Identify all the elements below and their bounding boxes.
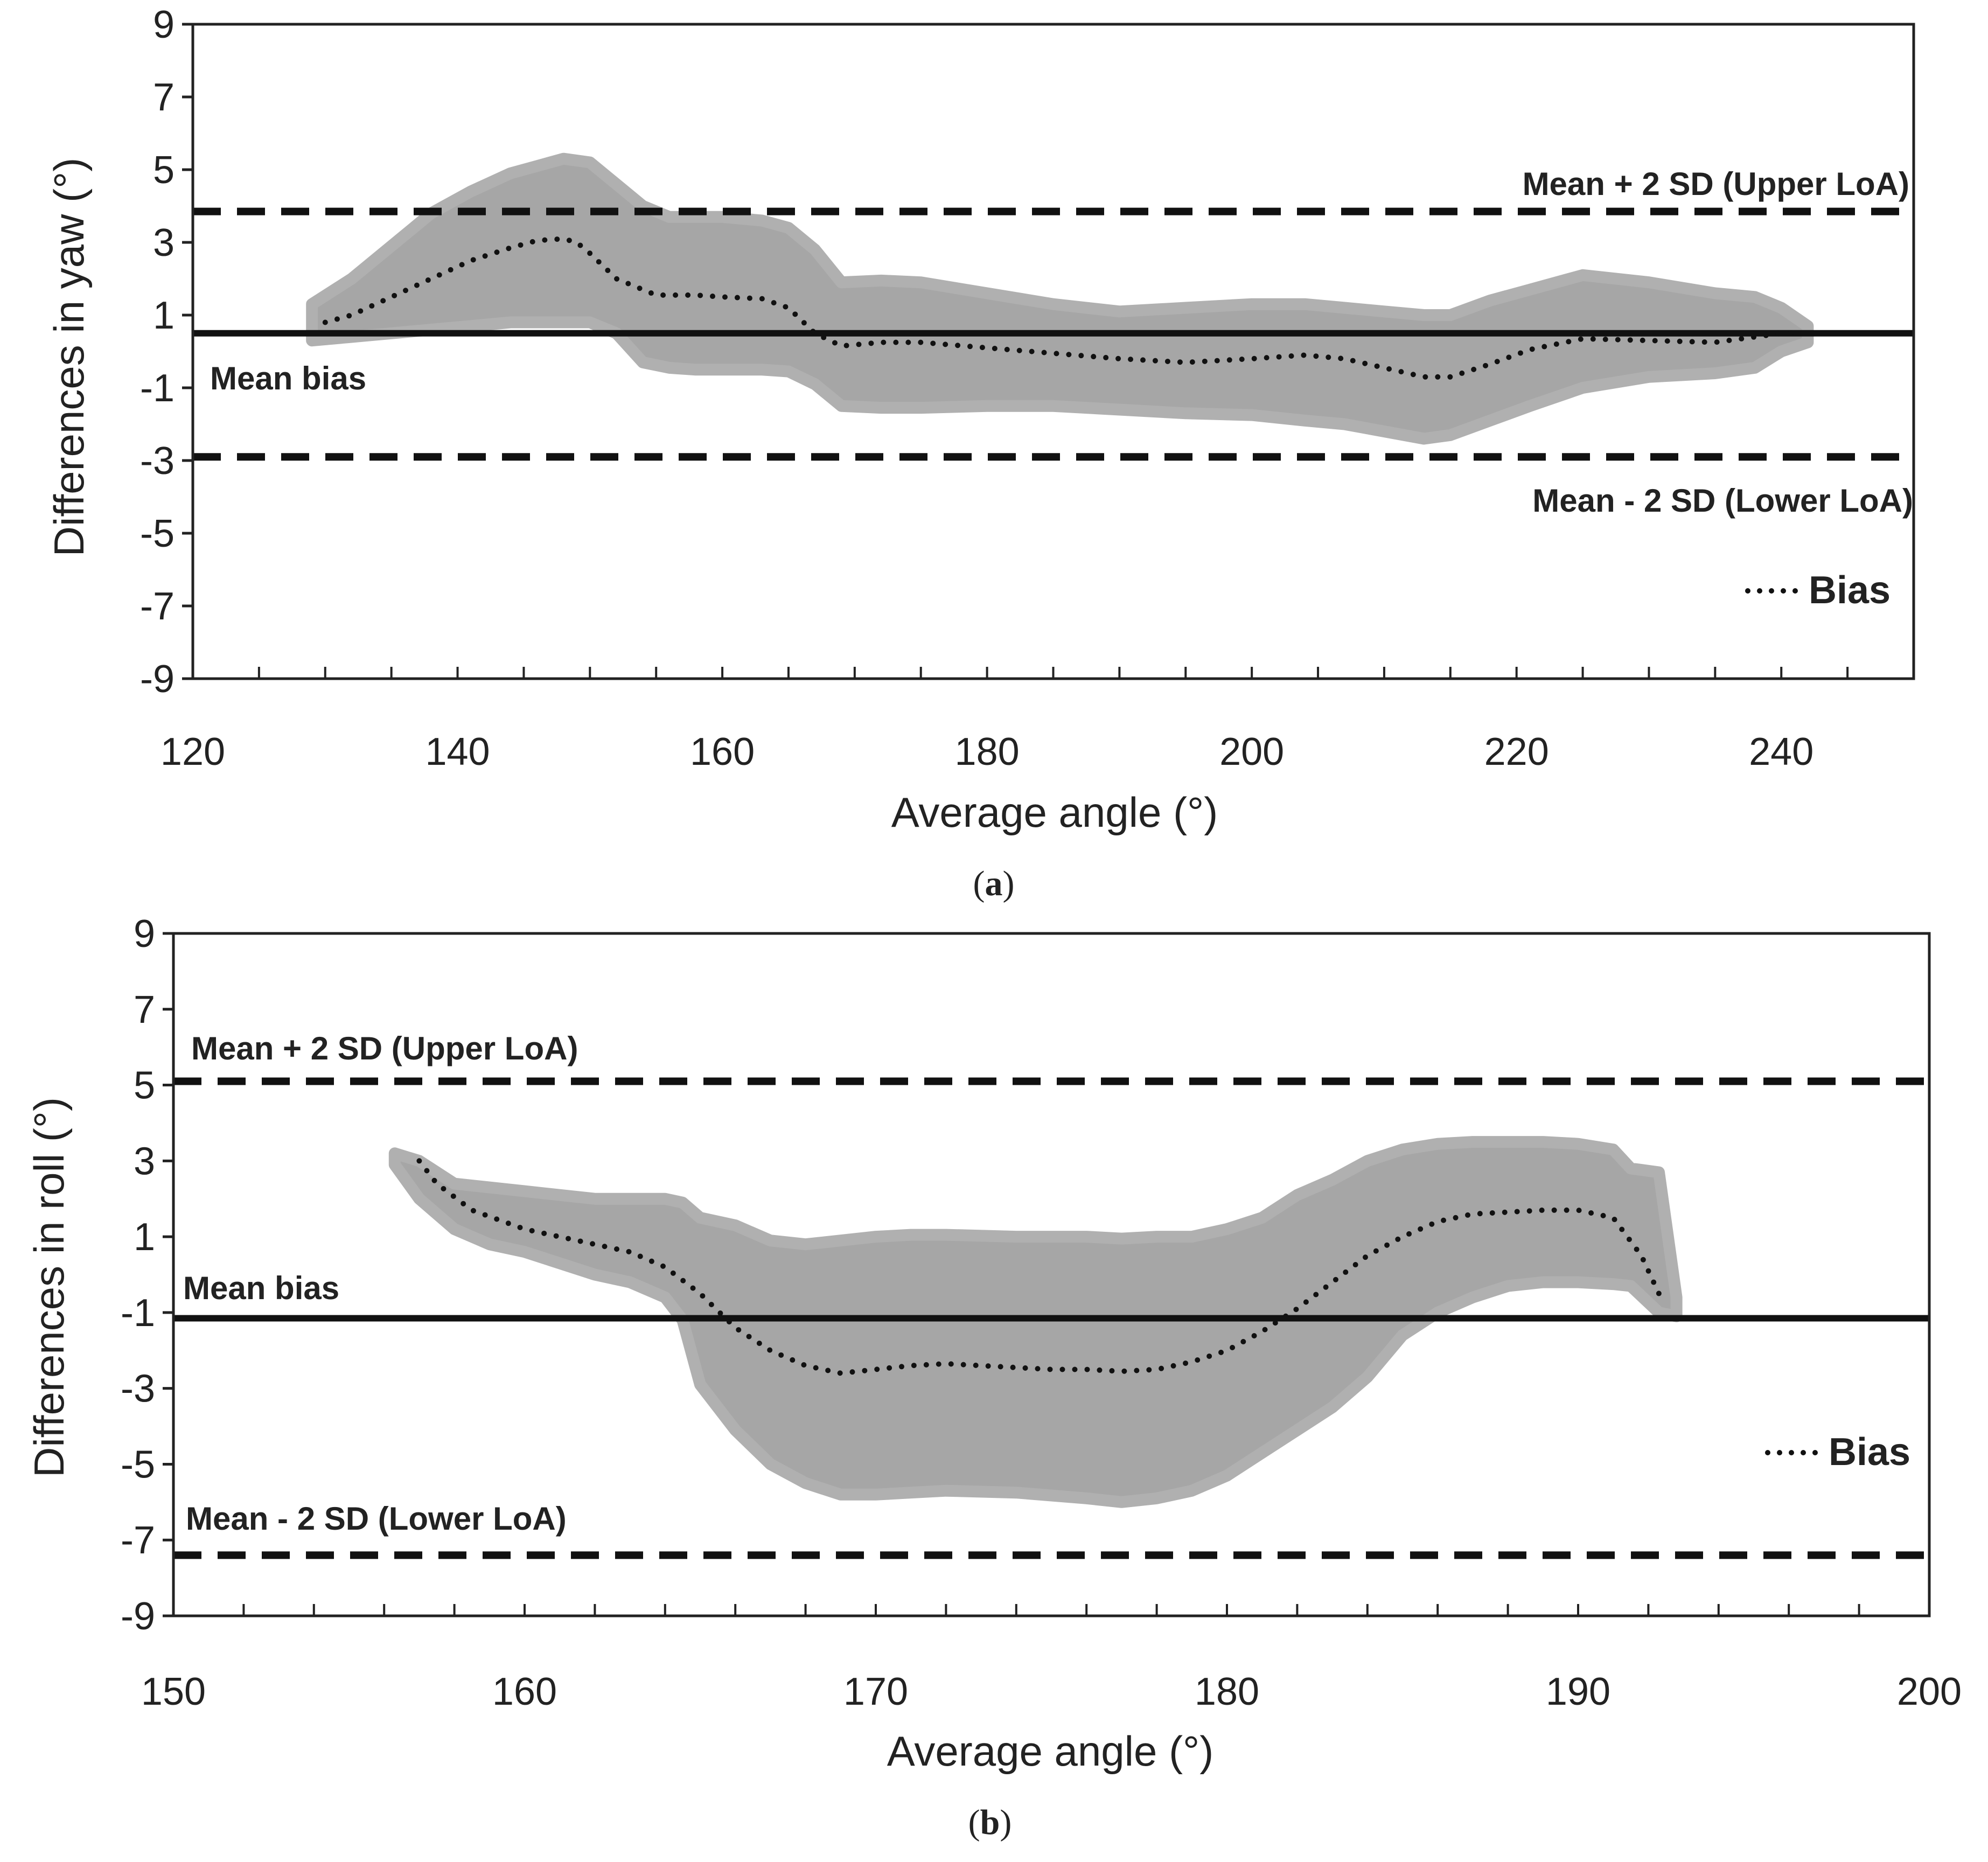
chart-panel-a: 9 7 5 3 1 -1 -3 -5 -7 -9 120 140 160 180 200 220 240 Mea… [45,3,1915,903]
x-tick-label: 240 [1749,730,1813,773]
plot-frame-b [172,932,1931,1617]
upper-loa-label-a: Mean + 2 SD (Upper LoA) [1523,166,1909,202]
y-tick-label: 3 [134,1140,155,1183]
panel-letter-b: b [980,1803,1000,1842]
y-axis-title-a: Differences in yaw (°) [45,158,93,557]
lower-loa-label-b: Mean - 2 SD (Lower LoA) [186,1501,567,1537]
y-tick-label: -1 [140,367,175,410]
y-tick-label: -7 [121,1519,155,1562]
legend-label-b: Bias [1829,1431,1910,1474]
y-tick-label: 1 [134,1216,155,1259]
mean-bias-label-a: Mean bias [210,360,366,396]
y-tick-label: -9 [121,1595,155,1638]
x-tick-label: 120 [161,730,225,773]
x-tick-label: 190 [1546,1670,1610,1713]
bias-line-b [416,1158,1662,1376]
y-tick-label: -9 [140,658,175,701]
band-a [306,152,1814,445]
upper-loa-label-b: Mean + 2 SD (Upper LoA) [191,1030,578,1066]
chart-panel-b: 9 7 5 3 1 -1 -3 -5 -7 -9 150 160 170 180 190 200 Mean +… [25,912,1962,1842]
ci-band-a [306,152,1814,445]
x-tick-label: 160 [492,1670,557,1713]
x-tick-label: 140 [425,730,490,773]
x-tick-label: 180 [1195,1670,1259,1713]
y-tick-label: -3 [140,440,175,483]
mean-bias-label-b: Mean bias [183,1270,339,1306]
y-tick-label: 3 [153,221,175,264]
band-b [388,1136,1683,1508]
legend-label-a: Bias [1809,569,1891,612]
panel-letter-a: a [985,864,1003,903]
panel-label-a: (a) [973,864,1015,903]
x-tick-label: 180 [955,730,1020,773]
axis-ticks-a: 9 7 5 3 1 -1 -3 -5 -7 -9 120 140 160 180 200 220 240 [140,3,1915,773]
y-tick-label: 5 [134,1064,155,1107]
x-tick-label: 200 [1897,1670,1962,1713]
x-tick-label: 220 [1484,730,1549,773]
legend-b: Bias [1765,1431,1910,1474]
ci-band-b [388,1136,1683,1508]
x-tick-label: 150 [141,1670,206,1713]
x-tick-label: 160 [690,730,755,773]
lower-loa-label-a: Mean - 2 SD (Lower LoA) [1532,483,1913,519]
y-tick-label: 9 [134,912,155,956]
axis-ticks-b: 9 7 5 3 1 -1 -3 -5 -7 -9 150 160 170 180 190 200 [121,912,1962,1713]
y-tick-label: -7 [140,585,175,628]
bias-series-b [416,1158,1662,1376]
x-axis-title-b: Average angle (°) [887,1727,1213,1775]
y-tick-label: -1 [121,1292,155,1335]
y-tick-label: 1 [153,294,175,337]
legend-a: Bias [1745,569,1891,612]
y-tick-label: 5 [153,149,175,192]
panel-label-b: (b) [968,1803,1012,1842]
y-axis-title-b: Differences in roll (°) [25,1097,73,1477]
y-tick-label: -5 [121,1443,155,1486]
x-tick-label: 170 [843,1670,908,1713]
y-tick-label: 7 [134,988,155,1031]
x-tick-label: 200 [1219,730,1284,773]
y-tick-label: 7 [153,76,175,119]
y-tick-label: -5 [140,512,175,555]
y-tick-label: 9 [153,3,175,46]
x-axis-title-a: Average angle (°) [891,789,1218,836]
y-tick-label: -3 [121,1368,155,1411]
